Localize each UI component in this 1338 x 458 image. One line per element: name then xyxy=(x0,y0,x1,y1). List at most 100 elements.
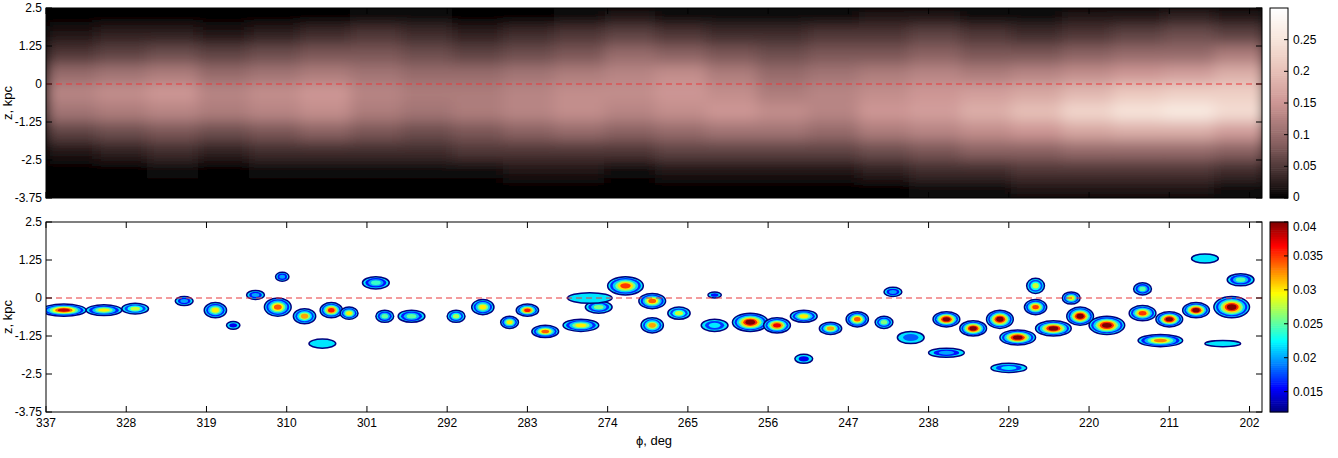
blob-level xyxy=(1096,320,1119,332)
blob-level xyxy=(1009,334,1027,342)
heatmap-cell xyxy=(859,103,911,123)
blob-level xyxy=(521,307,534,314)
heatmap-cell xyxy=(452,27,504,47)
heatmap-cell xyxy=(452,122,504,142)
blob-level xyxy=(1191,307,1202,313)
heatmap-cell xyxy=(1011,27,1063,47)
x-tick xyxy=(126,406,127,412)
heatmap-cell xyxy=(1113,65,1165,85)
heatmap-cell xyxy=(1163,8,1215,28)
blob-level xyxy=(1164,316,1175,322)
heatmap-cell xyxy=(1163,46,1215,66)
blob-level xyxy=(1102,323,1112,328)
y-tick xyxy=(46,336,52,337)
colorbar-tick-label: 0.25 xyxy=(1293,33,1317,47)
blob-level xyxy=(732,313,768,331)
blob-level xyxy=(534,326,557,336)
heatmap-cell xyxy=(1062,179,1114,199)
heatmap-cell xyxy=(554,27,606,47)
blob-level xyxy=(897,331,924,343)
blob-level xyxy=(516,304,538,316)
heatmap-cell xyxy=(147,84,199,104)
heatmap-cell xyxy=(300,103,352,123)
blob-level xyxy=(276,272,289,281)
y-tick xyxy=(1256,260,1262,261)
heatmap-cell xyxy=(96,160,148,180)
blob-level xyxy=(846,312,868,327)
colorbar-tick xyxy=(1284,103,1288,104)
heatmap-cell xyxy=(706,160,758,180)
heatmap-cell xyxy=(859,8,911,28)
x-tick xyxy=(1249,192,1250,198)
y-tick xyxy=(46,8,52,9)
blob-level xyxy=(472,300,494,315)
colorbar-frame xyxy=(1270,222,1288,412)
blob-level xyxy=(1230,275,1251,285)
blob xyxy=(1214,296,1250,317)
y-tick xyxy=(46,46,52,47)
colorbar-tick xyxy=(1284,323,1288,324)
y-tick xyxy=(46,84,52,85)
heatmap-cell xyxy=(655,179,707,199)
blob-level xyxy=(889,290,897,294)
heatmap-cell xyxy=(249,179,301,199)
heatmap-cell xyxy=(401,8,453,28)
x-tick-label: 328 xyxy=(116,416,136,430)
blob-level xyxy=(320,303,342,318)
heatmap-cell xyxy=(706,65,758,85)
blob-level xyxy=(212,308,219,313)
heatmap-cell xyxy=(249,103,301,123)
heatmap-cell xyxy=(960,8,1012,28)
blob-level xyxy=(326,307,336,314)
heatmap-cell xyxy=(1062,160,1114,180)
blob-level xyxy=(180,299,188,303)
blob-level xyxy=(264,298,291,316)
x-tick-label: 283 xyxy=(517,416,537,430)
heatmap-cell xyxy=(655,141,707,161)
x-tick xyxy=(366,192,367,198)
blob-level xyxy=(125,304,146,312)
heatmap-cell xyxy=(655,122,707,142)
blob-level xyxy=(1223,302,1241,313)
heatmap-cell xyxy=(808,27,860,47)
blob-level xyxy=(940,315,954,323)
blob-level xyxy=(501,316,519,328)
y-axis-title: z, kpc xyxy=(0,86,15,120)
blob xyxy=(447,310,465,322)
blob-level xyxy=(451,313,461,320)
heatmap-cell xyxy=(706,141,758,161)
blob-level xyxy=(620,283,630,288)
y-tick-label: -3.75 xyxy=(15,405,43,419)
colorbar-tick-label: 0.03 xyxy=(1293,283,1317,297)
heatmap-cell xyxy=(604,84,656,104)
heatmap-cell xyxy=(198,27,250,47)
blob xyxy=(472,300,494,315)
heatmap-cell xyxy=(554,160,606,180)
heatmap-cell xyxy=(96,84,148,104)
heatmap-cell xyxy=(198,122,250,142)
blob-level xyxy=(295,310,313,323)
blob xyxy=(1227,274,1254,286)
blob xyxy=(795,354,813,363)
blob-level xyxy=(1218,299,1245,315)
blob-level xyxy=(827,326,834,330)
blob-level xyxy=(518,305,537,315)
blob-level xyxy=(965,324,982,334)
heatmap-cell xyxy=(909,46,961,66)
blob-level xyxy=(1214,296,1250,317)
y-tick xyxy=(1256,84,1262,85)
blob-level xyxy=(301,314,308,319)
heatmap-cell xyxy=(350,160,402,180)
y-tick-label: 0 xyxy=(35,291,42,305)
blob-level xyxy=(988,311,1011,327)
x-tick xyxy=(1008,222,1009,228)
heatmap-cell xyxy=(350,122,402,142)
blob-level xyxy=(277,273,287,280)
heatmap-cell xyxy=(1214,46,1262,66)
blob xyxy=(846,312,868,327)
heatmap-cell xyxy=(909,141,961,161)
blob-level xyxy=(735,314,766,330)
heatmap-cell xyxy=(96,46,148,66)
blob-level xyxy=(274,304,282,309)
heatmap-cell xyxy=(198,46,250,66)
